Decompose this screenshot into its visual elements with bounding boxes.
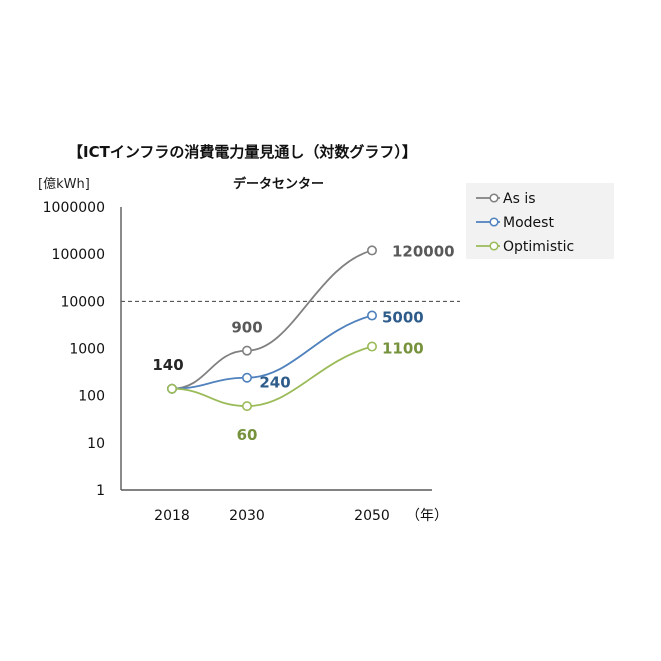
x-tick-label: 2050	[354, 508, 390, 524]
chart-subtitle: データセンター	[233, 176, 324, 192]
chart-title: 【ICTインフラの消費電力量見通し（対数グラフ）】	[68, 143, 417, 161]
y-tick-label: 100000	[52, 247, 105, 263]
y-axis-unit: [億kWh]	[38, 176, 90, 192]
series	[167, 245, 377, 412]
data-point	[167, 383, 178, 394]
data-label: 60	[237, 426, 258, 444]
data-point	[366, 341, 377, 352]
data-point	[242, 345, 253, 356]
data-label: 240	[259, 374, 290, 392]
data-label: 140	[152, 356, 183, 374]
y-tick-label: 10000	[60, 294, 105, 310]
series-line-optimistic	[171, 345, 373, 408]
legend-swatch-marker	[489, 193, 499, 203]
x-tick-label: 2018	[154, 508, 190, 524]
data-point	[366, 245, 377, 256]
series-line-as-is	[171, 249, 373, 390]
y-ticks: 1 10 100 1000 10000 100000 1000000	[43, 200, 105, 499]
data-label: 5000	[382, 309, 424, 327]
data-label: 900	[231, 319, 262, 337]
legend-label: As is	[503, 191, 536, 207]
axes	[120, 207, 432, 491]
series-line-modest	[171, 314, 373, 390]
data-point	[366, 310, 377, 321]
data-point	[242, 401, 253, 412]
y-tick-label: 1000	[69, 342, 105, 358]
legend-label: Optimistic	[503, 239, 574, 255]
legend-label: Modest	[503, 215, 554, 231]
y-tick-label: 1000000	[43, 200, 105, 216]
x-ticks: 2018 2030 2050	[154, 508, 390, 524]
legend-swatch-marker	[489, 217, 499, 227]
y-tick-label: 10	[87, 436, 105, 452]
legend-swatch-marker	[489, 241, 499, 251]
y-tick-label: 1	[96, 483, 105, 499]
x-axis-unit: （年）	[406, 508, 448, 524]
legend: As is Modest Optimistic	[466, 183, 614, 259]
data-label: 1100	[382, 340, 424, 358]
x-tick-label: 2030	[229, 508, 265, 524]
y-tick-label: 100	[78, 389, 105, 405]
data-labels: 140 900 120000 240 5000 60 1100	[152, 242, 454, 444]
data-point	[242, 372, 253, 383]
data-label: 120000	[392, 242, 455, 260]
